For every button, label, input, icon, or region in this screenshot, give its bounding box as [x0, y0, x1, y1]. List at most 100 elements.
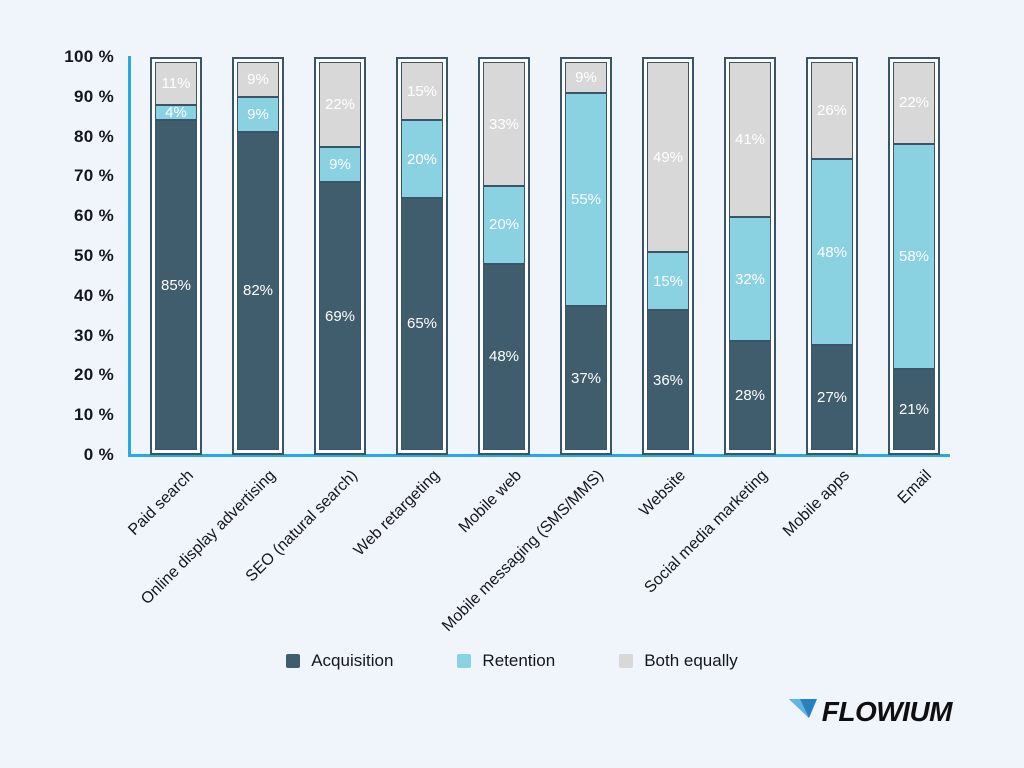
y-tick-label: 20 %: [74, 365, 114, 385]
segment-both-equally: 9%: [565, 62, 607, 94]
legend-item-both-equally: Both equally: [619, 651, 738, 671]
segment-value-label: 9%: [575, 69, 597, 87]
legend-label: Retention: [482, 651, 556, 670]
segment-both-equally: 41%: [729, 62, 771, 218]
legend-swatch-retention: [457, 654, 472, 668]
segment-retention: 55%: [565, 93, 607, 307]
segment-value-label: 49%: [652, 148, 684, 166]
bar-online-display-advertising: 9% 9% 82%: [232, 57, 284, 455]
segment-acquisition: 37%: [565, 306, 607, 450]
segment-acquisition: 69%: [319, 182, 361, 450]
segment-retention: 20%: [401, 120, 443, 198]
segment-value-label: 11%: [161, 74, 191, 92]
legend-label: Acquisition: [311, 651, 394, 670]
segment-acquisition: 65%: [401, 197, 443, 450]
segment-value-label: 20%: [406, 150, 438, 168]
segment-both-equally: 11%: [155, 62, 197, 105]
y-axis-line: [128, 56, 131, 457]
segment-retention: 32%: [729, 217, 771, 342]
segment-value-label: 22%: [324, 96, 356, 114]
segment-value-label: 58%: [898, 247, 930, 265]
bar-website: 49% 15% 36%: [642, 57, 694, 455]
segment-value-label: 41%: [734, 131, 766, 149]
legend-item-acquisition: Acquisition: [286, 651, 393, 671]
flowium-logo-text: FLOWIUM: [821, 696, 953, 727]
y-tick-label: 100 %: [64, 47, 114, 66]
segment-value-label: 69%: [324, 307, 356, 325]
legend-item-retention: Retention: [457, 651, 555, 671]
x-tick-label: Website: [636, 467, 690, 520]
y-tick-label: 60 %: [74, 206, 114, 226]
segment-acquisition: 27%: [811, 345, 853, 450]
y-tick-label: 70 %: [74, 166, 114, 186]
legend-swatch-acquisition: [286, 654, 301, 668]
segment-acquisition: 85%: [155, 120, 197, 450]
bar-social-media-marketing: 41% 32% 28%: [724, 57, 776, 455]
y-tick-label: 40 %: [74, 285, 114, 305]
segment-value-label: 48%: [816, 243, 848, 261]
segment-retention: 9%: [237, 96, 279, 132]
segment-acquisition: 48%: [483, 263, 525, 450]
segment-value-label: 9%: [247, 105, 269, 123]
bar-web-retargeting: 15% 20% 65%: [396, 57, 448, 455]
segment-value-label: 26%: [816, 102, 848, 119]
segment-retention: 58%: [893, 143, 935, 369]
bar-email: 22% 58% 21%: [888, 57, 940, 455]
segment-value-label: 15%: [652, 272, 684, 290]
segment-value-label: 65%: [406, 315, 438, 333]
flowium-logo-mark-icon: [788, 696, 818, 727]
y-axis-tick-labels: 100 % 90 % 80 % 70 % 60 % 50 % 40 % 30 % 20 % 10 …: [20, 0, 120, 500]
segment-value-label: 9%: [329, 156, 351, 174]
segment-acquisition: 28%: [729, 341, 771, 450]
segment-value-label: 33%: [488, 115, 520, 133]
segment-acquisition: 36%: [647, 310, 689, 450]
segment-value-label: 37%: [570, 369, 602, 387]
y-tick-label: 10 %: [74, 405, 114, 425]
x-axis-line: [128, 454, 950, 457]
x-tick-label: Paid search: [125, 467, 198, 539]
segment-both-equally: 9%: [237, 62, 279, 97]
segment-retention: 20%: [483, 186, 525, 264]
legend-swatch-both-equally: [619, 654, 634, 668]
bar-mobile-web: 33% 20% 48%: [478, 57, 530, 455]
x-tick-label: Mobile messaging (SMS/MMS): [439, 467, 608, 635]
bars-container: 11% 4% 85% 9% 9% 82% 22% 9% 69% 15% 20% 65% 33% 20% 48…: [131, 57, 950, 455]
segment-value-label: 55%: [570, 191, 602, 209]
x-tick-label: Email: [894, 467, 936, 508]
segment-value-label: 9%: [247, 70, 269, 88]
y-tick-label: 30 %: [74, 325, 114, 345]
segment-retention: 15%: [647, 252, 689, 311]
segment-both-equally: 33%: [483, 62, 525, 187]
segment-both-equally: 22%: [893, 62, 935, 144]
segment-value-label: 4%: [165, 103, 187, 121]
x-tick-label: Web retargeting: [350, 467, 444, 560]
segment-retention: 4%: [155, 103, 197, 121]
segment-acquisition: 21%: [893, 368, 935, 450]
segment-both-equally: 49%: [647, 62, 689, 253]
x-tick-label: Online display advertising: [138, 467, 280, 608]
y-tick-label: 90 %: [74, 86, 114, 106]
x-tick-label: Mobile web: [455, 467, 526, 537]
segment-value-label: 85%: [160, 276, 192, 294]
segment-value-label: 36%: [652, 371, 684, 389]
segment-value-label: 28%: [734, 387, 766, 405]
segment-retention: 48%: [811, 159, 853, 346]
y-tick-label: 50 %: [74, 246, 114, 265]
x-axis-tick-labels: Paid search Online display advertising SEO…: [125, 465, 950, 655]
segment-both-equally: 15%: [401, 62, 443, 121]
segment-value-label: 21%: [898, 400, 930, 418]
segment-value-label: 15%: [406, 82, 438, 100]
y-tick-label: 80 %: [74, 126, 114, 146]
y-tick-label: 0 %: [83, 445, 114, 464]
segment-value-label: 82%: [242, 282, 274, 300]
segment-value-label: 32%: [734, 270, 766, 288]
x-tick-label: Mobile apps: [779, 467, 854, 541]
segment-retention: 9%: [319, 147, 361, 183]
bar-mobile-messaging-sms-mms: 9% 55% 37%: [560, 57, 612, 455]
segment-value-label: 48%: [488, 348, 520, 366]
segment-value-label: 20%: [488, 216, 520, 234]
bar-mobile-apps: 26% 48% 27%: [806, 57, 858, 455]
segment-value-label: 27%: [816, 389, 848, 407]
flowium-logo: FLOWIUM: [788, 696, 953, 728]
